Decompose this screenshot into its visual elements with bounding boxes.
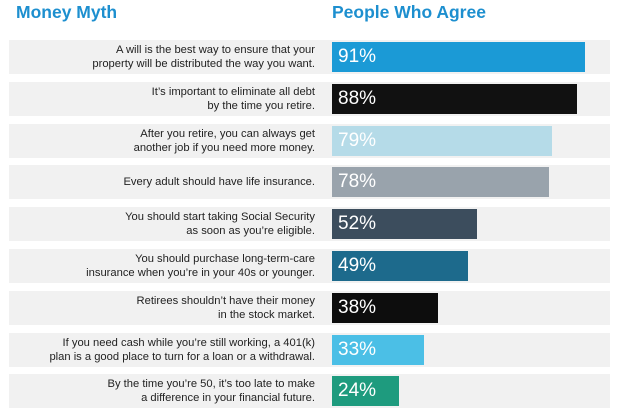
value-label: 38% (338, 296, 377, 318)
bar: 38% (332, 292, 438, 323)
bar: 33% (332, 334, 424, 365)
category-label-text: If you need cash while you’re still work… (49, 336, 315, 363)
bar-track: 24% (332, 374, 610, 408)
value-label: 24% (338, 380, 377, 402)
category-label: It’s important to eliminate all debt by … (9, 82, 315, 116)
bar-track: 49% (332, 249, 610, 283)
bar: 78% (332, 167, 549, 198)
chart-row: Every adult should have life insurance. 7… (9, 165, 610, 200)
category-label-text: You should start taking Social Security … (125, 211, 315, 238)
value-label: 33% (338, 338, 377, 360)
bar-track: 79% (332, 124, 610, 158)
value-label: 79% (338, 129, 377, 151)
category-label-text: By the time you’re 50, it’s too late to … (107, 378, 316, 405)
category-label-text: Retirees shouldn’t have their money in t… (136, 294, 315, 321)
value-label: 78% (338, 171, 377, 193)
category-label: You should start taking Social Security … (9, 207, 315, 241)
bar-track: 78% (332, 165, 610, 199)
chart-row: A will is the best way to ensure that yo… (9, 40, 610, 74)
chart-row: If you need cash while you’re still work… (9, 332, 610, 367)
category-label: If you need cash while you’re still work… (9, 333, 315, 367)
chart-row: You should start taking Social Security … (9, 207, 610, 242)
category-label-text: After you retire, you can always get ano… (133, 127, 315, 154)
bar: 49% (332, 251, 469, 281)
category-label-text: A will is the best way to ensure that yo… (92, 44, 315, 70)
bar: 91% (332, 42, 585, 72)
bar-track: 38% (332, 291, 610, 325)
chart-row: Retirees shouldn’t have their money in t… (9, 290, 610, 325)
category-label: After you retire, you can always get ano… (9, 124, 315, 158)
bar-track: 91% (332, 40, 610, 74)
value-label: 52% (338, 213, 377, 235)
category-label: By the time you’re 50, it’s too late to … (9, 374, 316, 408)
category-label: You should purchase long-term-care insur… (9, 249, 315, 283)
category-label-text: It’s important to eliminate all debt by … (151, 85, 315, 112)
column-header-money-myth: Money Myth (16, 2, 118, 22)
category-label-text: You should purchase long-term-care insur… (86, 253, 315, 279)
chart-row: You should purchase long-term-care insur… (9, 249, 610, 283)
category-label: A will is the best way to ensure that yo… (9, 40, 315, 74)
category-label: Retirees shouldn’t have their money in t… (9, 291, 315, 325)
value-label: 88% (338, 87, 377, 109)
bar: 24% (332, 376, 399, 407)
chart-row: By the time you’re 50, it’s too late to … (9, 374, 610, 408)
bar: 52% (332, 209, 477, 240)
bar: 88% (332, 83, 577, 114)
category-label-text: Every adult should have life insurance. (123, 176, 315, 189)
chart-row: It’s important to eliminate all debt by … (9, 81, 610, 116)
bar-track: 52% (332, 207, 610, 241)
value-label: 49% (338, 255, 377, 276)
value-label: 91% (338, 46, 377, 67)
column-header-people-who-agree: People Who Agree (332, 2, 486, 22)
bar-track: 88% (332, 82, 610, 116)
bar: 79% (332, 125, 552, 156)
category-label: Every adult should have life insurance. (9, 165, 315, 199)
chart-row: After you retire, you can always get ano… (9, 123, 610, 158)
bar-track: 33% (332, 333, 610, 367)
